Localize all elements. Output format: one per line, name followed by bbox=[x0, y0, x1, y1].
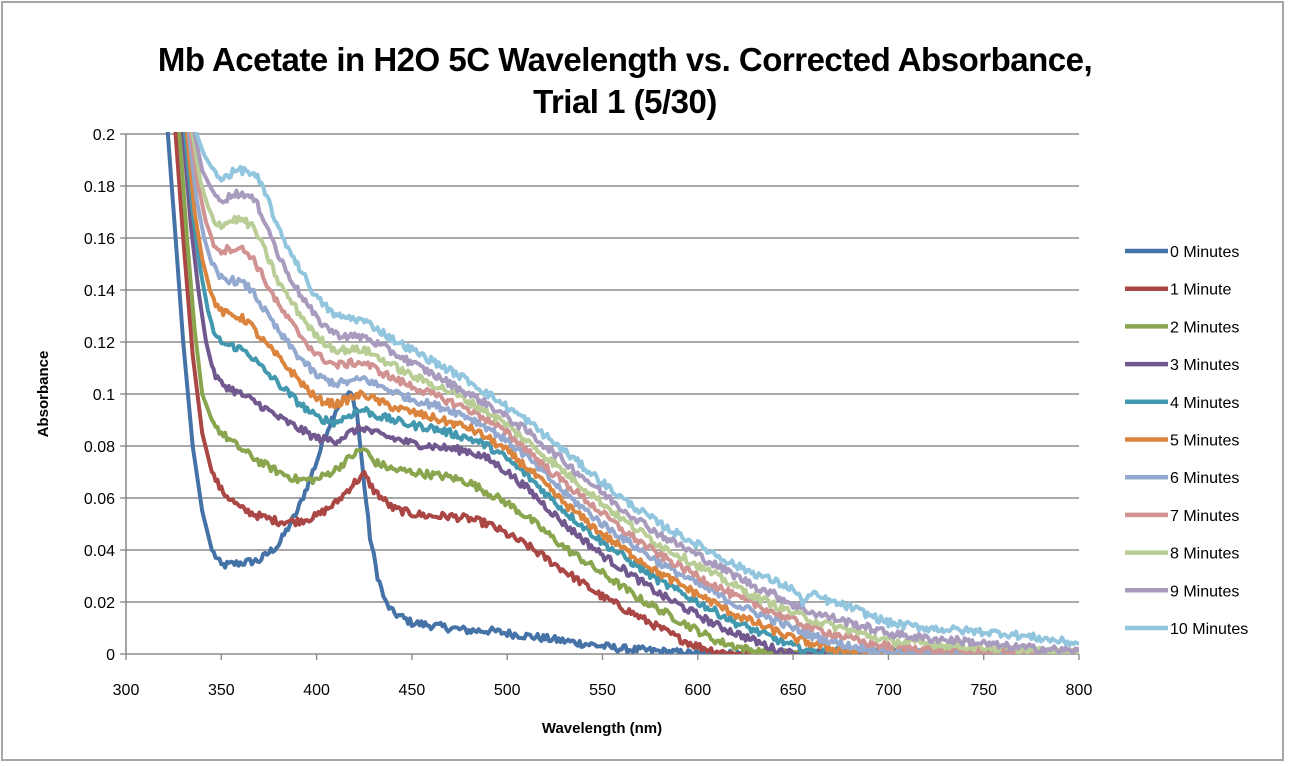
y-tick-label: 0.04 bbox=[84, 543, 115, 560]
legend-label: 3 Minutes bbox=[1170, 357, 1239, 374]
y-tick-label: 0.18 bbox=[84, 179, 115, 196]
y-tick-label: 0.1 bbox=[93, 387, 115, 404]
x-tick-label: 350 bbox=[208, 682, 235, 699]
x-tick-label: 600 bbox=[684, 682, 711, 699]
y-tick-label: 0.16 bbox=[84, 231, 115, 248]
y-tick-label: 0.12 bbox=[84, 335, 115, 352]
x-tick-label: 300 bbox=[113, 682, 140, 699]
y-tick-label: 0.2 bbox=[93, 127, 115, 144]
series-line-7-minutes bbox=[188, 132, 1079, 654]
y-tick-label: 0.02 bbox=[84, 595, 115, 612]
x-axis-title: Wavelength (nm) bbox=[542, 720, 662, 737]
tick-labels: 0 0.02 0.04 0.06 0.08 0.1 0.12 0.14 0.16 0.18 0.2 3… bbox=[84, 127, 1093, 699]
legend-label: 2 Minutes bbox=[1170, 319, 1239, 336]
legend-label: 4 Minutes bbox=[1170, 395, 1239, 412]
y-tick-label: 0.06 bbox=[84, 491, 115, 508]
chart-title-line-2: Trial 1 (5/30) bbox=[533, 83, 717, 120]
series-line-3-minutes bbox=[181, 132, 1079, 654]
legend-label: 9 Minutes bbox=[1170, 583, 1239, 600]
plot-area bbox=[165, 132, 1079, 654]
x-tick-label: 750 bbox=[970, 682, 997, 699]
series-line-9-minutes bbox=[192, 132, 1079, 654]
x-tick-label: 650 bbox=[780, 682, 807, 699]
legend-label: 0 Minutes bbox=[1170, 244, 1239, 261]
chart-title-line-1: Mb Acetate in H2O 5C Wavelength vs. Corr… bbox=[157, 41, 1093, 78]
x-tick-label: 400 bbox=[303, 682, 330, 699]
x-tick-label: 500 bbox=[494, 682, 521, 699]
series-line-10-minutes bbox=[194, 132, 1079, 648]
x-tick-label: 700 bbox=[875, 682, 902, 699]
y-tick-label: 0 bbox=[106, 647, 115, 664]
y-tick-label: 0.14 bbox=[84, 283, 115, 300]
legend-label: 10 Minutes bbox=[1170, 621, 1248, 638]
legend-label: 6 Minutes bbox=[1170, 470, 1239, 487]
axes bbox=[120, 133, 1080, 660]
legend-label: 5 Minutes bbox=[1170, 433, 1239, 450]
series-line-6-minutes bbox=[186, 132, 1079, 654]
legend-label: 8 Minutes bbox=[1170, 546, 1239, 563]
y-axis-title: Absorbance bbox=[35, 351, 52, 438]
legend: 0 Minutes 1 Minute 2 Minutes 3 Minutes 4 Min… bbox=[1125, 244, 1248, 638]
x-tick-label: 450 bbox=[399, 682, 426, 699]
legend-label: 1 Minute bbox=[1170, 282, 1231, 299]
x-tick-label: 800 bbox=[1066, 682, 1093, 699]
legend-label: 7 Minutes bbox=[1170, 508, 1239, 525]
x-tick-label: 550 bbox=[589, 682, 616, 699]
y-tick-label: 0.08 bbox=[84, 439, 115, 456]
